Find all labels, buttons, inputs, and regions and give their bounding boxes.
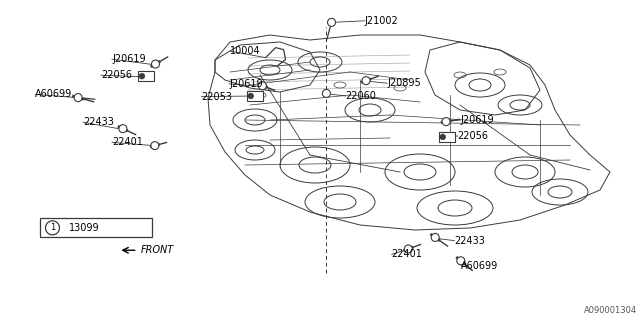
Text: A60699: A60699 [35,89,72,100]
Text: 22433: 22433 [83,117,114,127]
Text: J20619: J20619 [461,115,495,125]
Circle shape [74,93,82,102]
Text: J20619: J20619 [112,54,146,64]
Circle shape [442,117,450,125]
Circle shape [362,76,370,84]
Circle shape [431,234,439,241]
Text: 22056: 22056 [101,70,132,80]
Text: J21002: J21002 [365,16,399,26]
Text: 22401: 22401 [392,249,422,260]
Circle shape [152,60,159,68]
Circle shape [248,93,253,99]
Circle shape [151,141,159,149]
Bar [40,218,152,237]
Text: FRONT: FRONT [141,245,174,255]
Bar [247,91,263,101]
Text: J20619: J20619 [229,79,263,89]
Text: A090001304: A090001304 [584,306,637,315]
Circle shape [119,124,127,132]
Text: A60699: A60699 [461,261,498,271]
Circle shape [440,134,445,140]
Text: 22433: 22433 [454,236,485,246]
Circle shape [259,82,266,90]
Circle shape [404,245,412,253]
Circle shape [139,73,145,79]
Text: 22056: 22056 [458,131,488,141]
Text: 1: 1 [50,223,55,232]
Circle shape [328,18,335,26]
Text: J20895: J20895 [387,78,421,88]
Circle shape [323,89,330,97]
Text: 13099: 13099 [69,223,100,233]
Bar [138,71,154,81]
Text: 22401: 22401 [112,137,143,148]
Text: 22060: 22060 [346,91,376,101]
Text: 22053: 22053 [202,92,232,102]
Circle shape [457,257,465,265]
Text: 10004: 10004 [230,46,261,56]
Bar [439,132,454,142]
